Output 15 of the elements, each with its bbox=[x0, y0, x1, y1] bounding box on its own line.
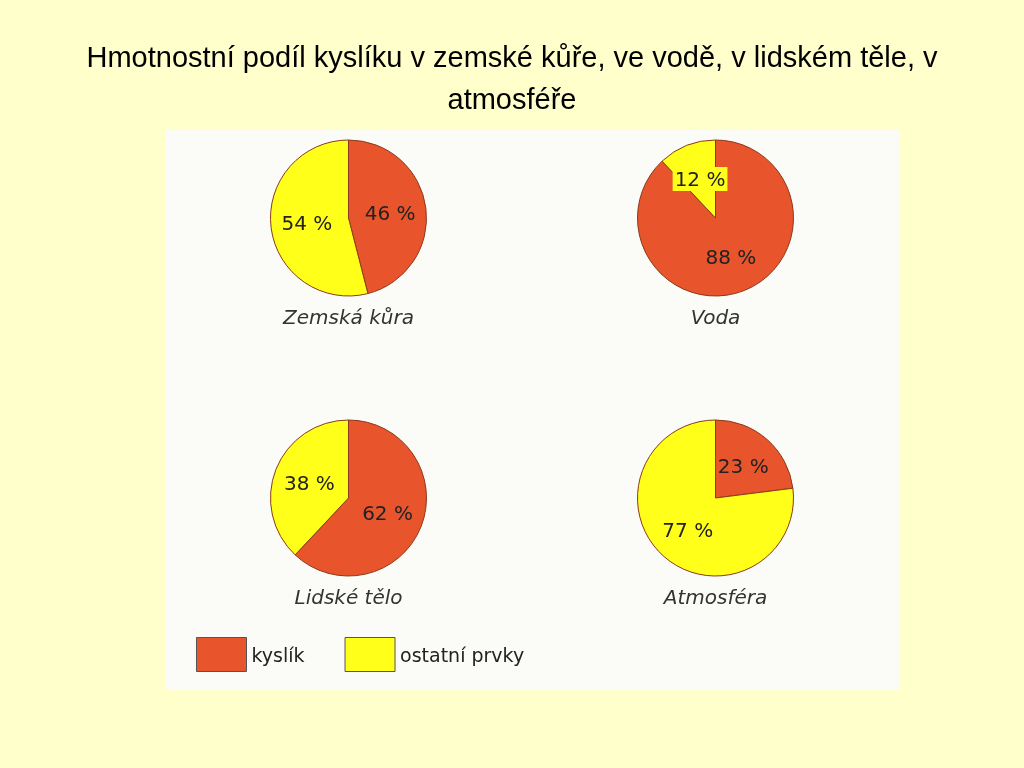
legend-label: kyslík bbox=[251, 643, 305, 666]
data-label: 54 % bbox=[281, 211, 333, 236]
data-label: 23 % bbox=[717, 454, 769, 479]
data-label: 12 % bbox=[674, 166, 726, 191]
text: Lidské tělo bbox=[294, 585, 403, 609]
data-label: 38 % bbox=[284, 470, 335, 495]
data-label: 77 % bbox=[662, 517, 714, 542]
data-label: 62 % bbox=[362, 501, 413, 526]
legend-label: ostatní prvky bbox=[400, 643, 525, 666]
text: Hmotnostní podíl kyslíku v zemské kůře, ve vodě, v lidském těle, v atmosféře bbox=[85, 40, 939, 117]
data-label: 88 % bbox=[705, 245, 757, 270]
data-label: 46 % bbox=[364, 200, 416, 225]
text: Voda bbox=[690, 305, 741, 329]
text: Atmosféra bbox=[661, 585, 768, 609]
text: Zemská kůra bbox=[282, 305, 414, 329]
